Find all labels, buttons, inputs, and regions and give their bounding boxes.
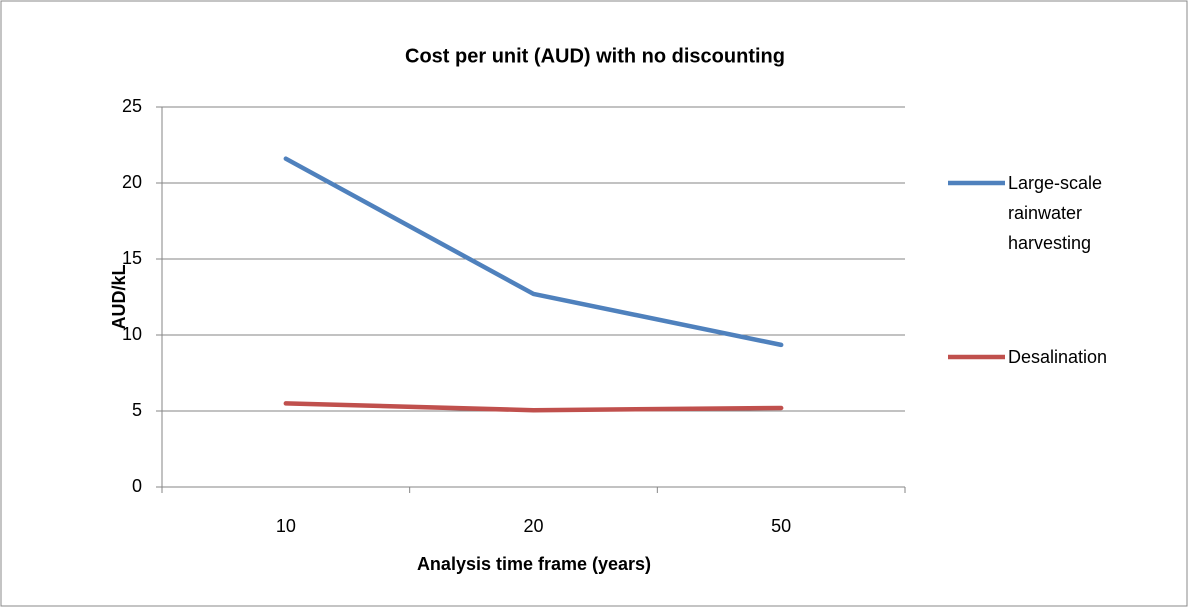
chart-title: Cost per unit (AUD) with no discounting (405, 45, 785, 67)
series-line (283, 401, 784, 413)
y-tick-label: 25 (122, 96, 142, 116)
y-tick-label: 5 (132, 400, 142, 420)
y-tick-label: 20 (122, 172, 142, 192)
y-axis-label: AUD/kL (109, 264, 129, 329)
x-axis-label: Analysis time frame (years) (417, 554, 651, 574)
series-line (283, 156, 784, 348)
legend-label: Desalination (1008, 347, 1108, 367)
x-tick-label: 20 (523, 516, 543, 536)
legend-label: Large-scale rainwater harvesting (1008, 173, 1103, 253)
x-tick-label: 50 (771, 516, 791, 536)
y-tick-label: 0 (132, 476, 142, 496)
y-tick-label: 15 (122, 248, 142, 268)
x-tick-label: 10 (276, 516, 296, 536)
y-tick-label: 10 (122, 324, 142, 344)
